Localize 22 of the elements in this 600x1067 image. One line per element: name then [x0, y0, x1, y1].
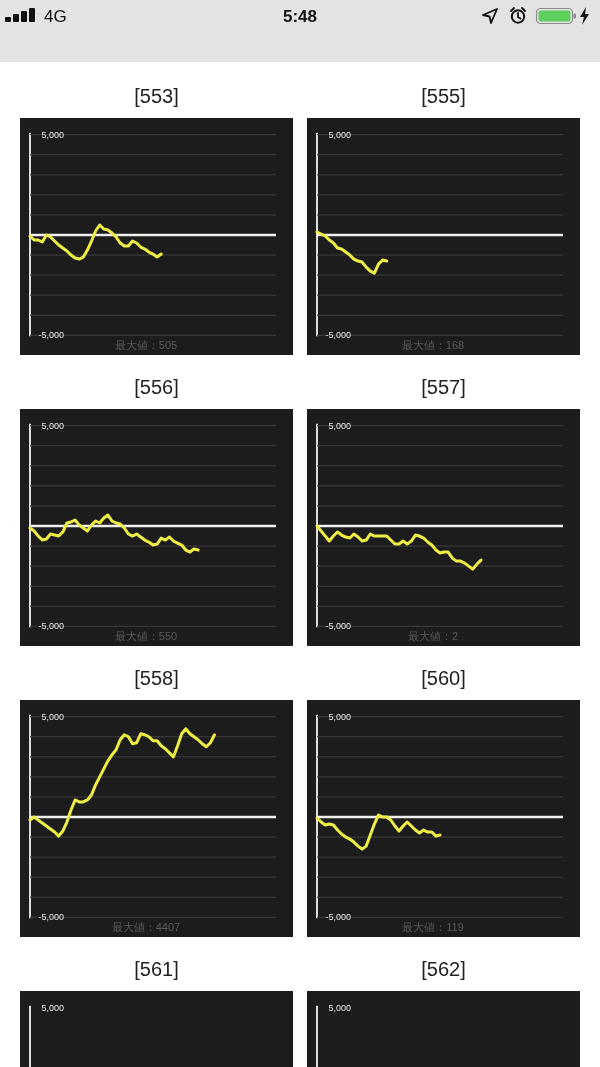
y-tick-label: 5,000: [41, 711, 64, 722]
text: [562]: [421, 958, 466, 980]
y-tick-label: -5,000: [325, 330, 351, 341]
y-tick-label: 5,000: [41, 420, 64, 431]
y-tick-label: -5,000: [38, 330, 64, 341]
y-tick-label: 5,000: [41, 129, 64, 140]
chart-title: [560]: [421, 667, 466, 689]
chart-title: [558]: [134, 667, 179, 689]
text: 4G: [44, 7, 67, 26]
text: [561]: [134, 958, 179, 980]
y-tick-label: -5,000: [38, 912, 64, 923]
y-tick-label: 5,000: [328, 420, 351, 431]
y-tick-label: -5,000: [325, 912, 351, 923]
chart-title: [555]: [421, 85, 466, 107]
y-tick-label: -5,000: [38, 621, 64, 632]
chart-title: [557]: [421, 376, 466, 398]
chart-title: [556]: [134, 376, 179, 398]
y-tick-label: 5,000: [328, 711, 351, 722]
chart-title: [553]: [134, 85, 179, 107]
y-tick-label: 5,000: [328, 129, 351, 140]
text: 5:48: [282, 7, 318, 26]
y-tick-label: -5,000: [325, 621, 351, 632]
